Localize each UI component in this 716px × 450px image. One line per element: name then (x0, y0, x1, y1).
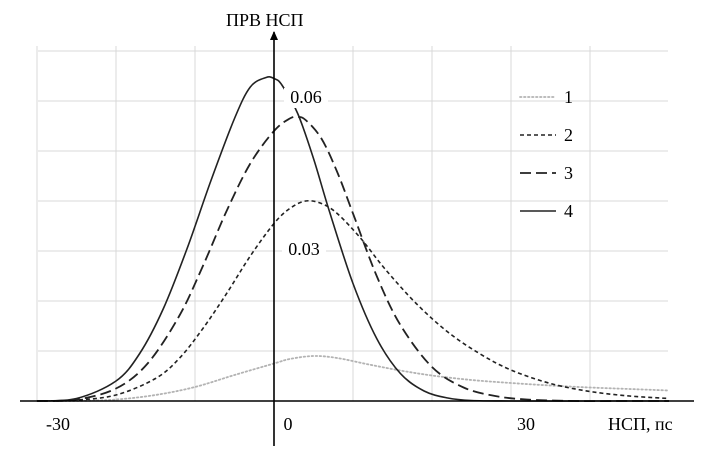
y-tick-label: 0.03 (288, 239, 320, 259)
y-axis-label: ПРВ НСП (226, 10, 304, 30)
legend-label-1: 1 (564, 87, 573, 107)
x-tick-label: -30 (46, 414, 70, 434)
x-axis-label: НСП, пс (608, 414, 673, 434)
legend: 1 2 3 4 (519, 87, 573, 221)
series-line-3 (36, 115, 669, 403)
legend-label-2: 2 (564, 125, 573, 145)
y-tick-label-background (284, 88, 328, 108)
legend-label-4: 4 (564, 201, 573, 221)
x-tick-label: 30 (517, 414, 535, 434)
x-tick-label: 0 (284, 414, 293, 434)
y-tick-label: 0.06 (290, 87, 322, 107)
axes (20, 31, 694, 446)
grid (36, 46, 668, 401)
series-line-1 (36, 355, 670, 403)
y-tick-label-background (282, 240, 326, 260)
series-line-2 (36, 199, 670, 402)
tick-labels: -30 0 30 0.06 0.03 (46, 87, 535, 434)
legend-label-3: 3 (564, 163, 573, 183)
